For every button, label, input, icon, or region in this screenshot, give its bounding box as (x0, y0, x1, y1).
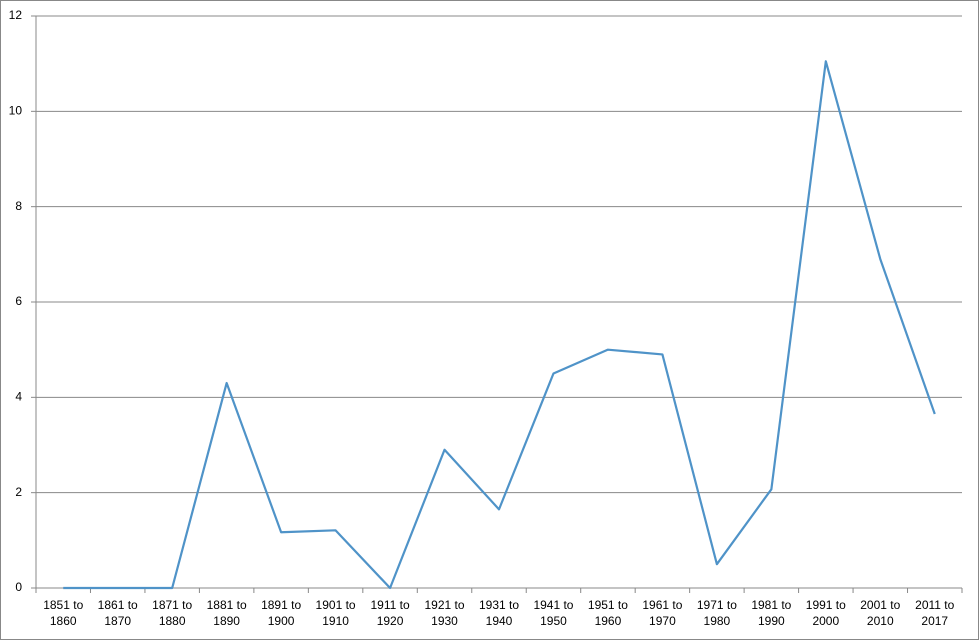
x-tick-label: 1871 to 1880 (152, 598, 193, 628)
x-tick-label: 1951 to 1960 (587, 598, 628, 628)
y-tick-label: 4 (15, 390, 22, 404)
y-tick-label: 8 (15, 199, 22, 213)
y-tick-label: 2 (15, 485, 22, 499)
x-tick-label: 1911 to 1920 (370, 598, 410, 628)
x-tick-label: 1921 to 1930 (424, 598, 465, 628)
x-tick-label: 1981 to 1990 (751, 598, 792, 628)
x-tick-label: 1851 to 1860 (43, 598, 84, 628)
x-tick-label: 2011 to 2017 (915, 598, 955, 628)
y-tick-label: 0 (15, 580, 22, 594)
y-tick-label: 12 (9, 8, 23, 22)
x-tick-label: 1961 to 1970 (642, 598, 683, 628)
x-tick-label: 2001 to 2010 (860, 598, 901, 628)
x-tick-label: 1901 to 1910 (315, 598, 356, 628)
x-tick-label: 1971 to 1980 (696, 598, 737, 628)
x-tick-label: 1881 to 1890 (206, 598, 247, 628)
line (63, 60, 936, 590)
x-tick-label: 1861 to 1870 (97, 598, 138, 628)
x-tick-label: 1941 to 1950 (533, 598, 574, 628)
x-tick-label: 1931 to 1940 (478, 598, 520, 628)
y-tick-label: 6 (15, 294, 22, 308)
x-tick-label: 1891 to 1900 (261, 598, 302, 628)
x-tick-label: 1991 to 2000 (805, 598, 846, 628)
y-tick-label: 10 (9, 104, 23, 118)
